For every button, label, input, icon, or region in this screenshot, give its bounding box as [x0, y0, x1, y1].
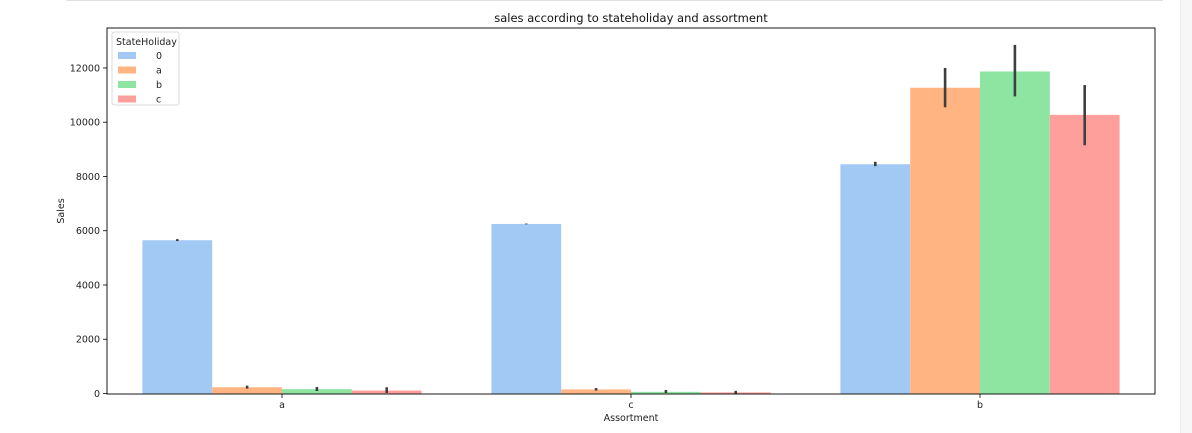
x-tick-label-c: c	[628, 400, 633, 411]
legend-label-0: 0	[156, 51, 162, 62]
bar-b-holiday-a	[910, 87, 980, 394]
bar-a-holiday-a	[212, 387, 282, 394]
y-tick-label: 0	[94, 389, 100, 400]
plot-frame	[106, 27, 1156, 395]
y-axis: 0 2000 4000 6000 8000 10000 12000	[70, 63, 107, 400]
y-axis-title: Sales	[56, 198, 67, 223]
bar-b-holiday-c	[1049, 114, 1120, 394]
bars-layer	[142, 71, 1120, 394]
y-tick-label: 10000	[70, 118, 100, 129]
legend-swatch-a	[118, 66, 136, 74]
bar-a-holiday-0	[142, 240, 213, 394]
error-bars-layer	[176, 44, 1086, 394]
legend-label-a: a	[156, 66, 162, 77]
legend-swatch-c	[118, 95, 136, 103]
x-axis-title: Assortment	[604, 413, 659, 424]
y-tick-label: 4000	[76, 280, 100, 291]
legend-label-c: c	[156, 95, 161, 106]
y-tick-label: 2000	[76, 335, 100, 346]
scrollbar-track[interactable]	[1180, 0, 1192, 433]
legend-title: StateHoliday	[116, 37, 177, 48]
y-tick-label: 6000	[76, 226, 100, 237]
x-tick-label-a: a	[279, 400, 285, 411]
legend-swatch-b	[118, 81, 136, 88]
bar-b-holiday-b	[980, 71, 1050, 394]
x-tick-label-b: b	[977, 400, 983, 411]
y-tick-label: 8000	[76, 172, 100, 183]
legend-items: 0 abc	[118, 51, 162, 106]
cell-top-rule	[66, 0, 1163, 1]
legend-label-b: b	[156, 80, 162, 91]
legend: StateHoliday 0 abc	[111, 31, 180, 106]
bar-c-holiday-a	[561, 389, 631, 394]
legend-swatch-0	[118, 52, 136, 59]
y-tick-label: 12000	[70, 63, 100, 74]
bar-a-holiday-b	[282, 389, 352, 394]
chart-title: sales according to stateholiday and asso…	[494, 11, 768, 25]
bar-b-holiday-0	[840, 164, 911, 394]
bar-c-holiday-0	[491, 223, 562, 394]
